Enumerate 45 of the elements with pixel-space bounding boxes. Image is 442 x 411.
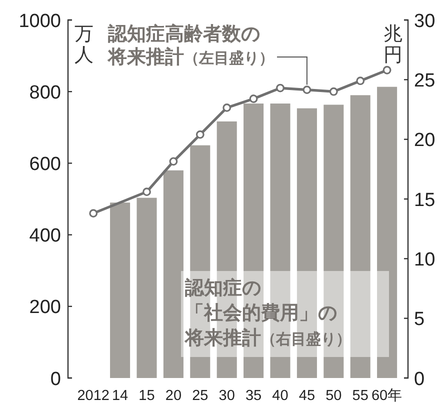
point (329, 87, 338, 96)
point (249, 94, 258, 103)
y-tick-label: 200 (29, 297, 61, 318)
bar (163, 170, 184, 378)
x-tick-label: 15 (138, 388, 155, 404)
bar (136, 198, 157, 378)
x-tick-label: 40 (272, 388, 288, 404)
y2-tick-label: 30 (414, 10, 436, 32)
y2-tick-label: 15 (414, 190, 436, 211)
x-tick-label: 35 (245, 388, 262, 404)
y-tick-label: 0 (50, 368, 61, 390)
annotation: 認知症高齢者数の将来推計（左目盛り） (107, 23, 274, 68)
point (89, 209, 98, 218)
x-tick-label: 50 (326, 388, 342, 404)
y2-tick-label: 5 (414, 309, 425, 330)
x-tick-label: 20 (165, 388, 182, 404)
point (276, 84, 284, 92)
point (222, 104, 232, 112)
y2-tick-label: 10 (414, 250, 436, 271)
y2-axis-title: 兆円 (384, 24, 402, 66)
y-tick-label: 800 (29, 82, 61, 104)
y2-tick-label: 20 (414, 130, 436, 152)
point (142, 188, 151, 196)
y-axis-title: 万人 (74, 24, 94, 66)
x-tick-label: 14 (112, 388, 128, 404)
bar (377, 86, 398, 378)
x-tick-label: 55 (352, 388, 368, 404)
point (196, 130, 204, 139)
point (302, 86, 312, 94)
y-tick-label: 600 (29, 154, 61, 176)
x-tick-label: 2012 (77, 388, 110, 404)
y2-tick-label: 0 (414, 368, 425, 390)
bar (110, 202, 130, 378)
x-tick-label: 25 (192, 388, 208, 404)
point (169, 157, 178, 166)
x-tick-label: 60年 (371, 387, 403, 404)
x-tick-label: 30 (218, 388, 235, 404)
point (382, 66, 392, 74)
y-tick-label: 1000 (18, 10, 61, 32)
bar (350, 95, 370, 378)
x-tick-label: 45 (298, 388, 316, 404)
y2-tick-label: 25 (414, 70, 436, 92)
annotation: 認知症の「社会的費用」の将来推計（右目盛り） (184, 277, 351, 349)
point (356, 76, 365, 86)
y-tick-label: 400 (29, 226, 61, 247)
